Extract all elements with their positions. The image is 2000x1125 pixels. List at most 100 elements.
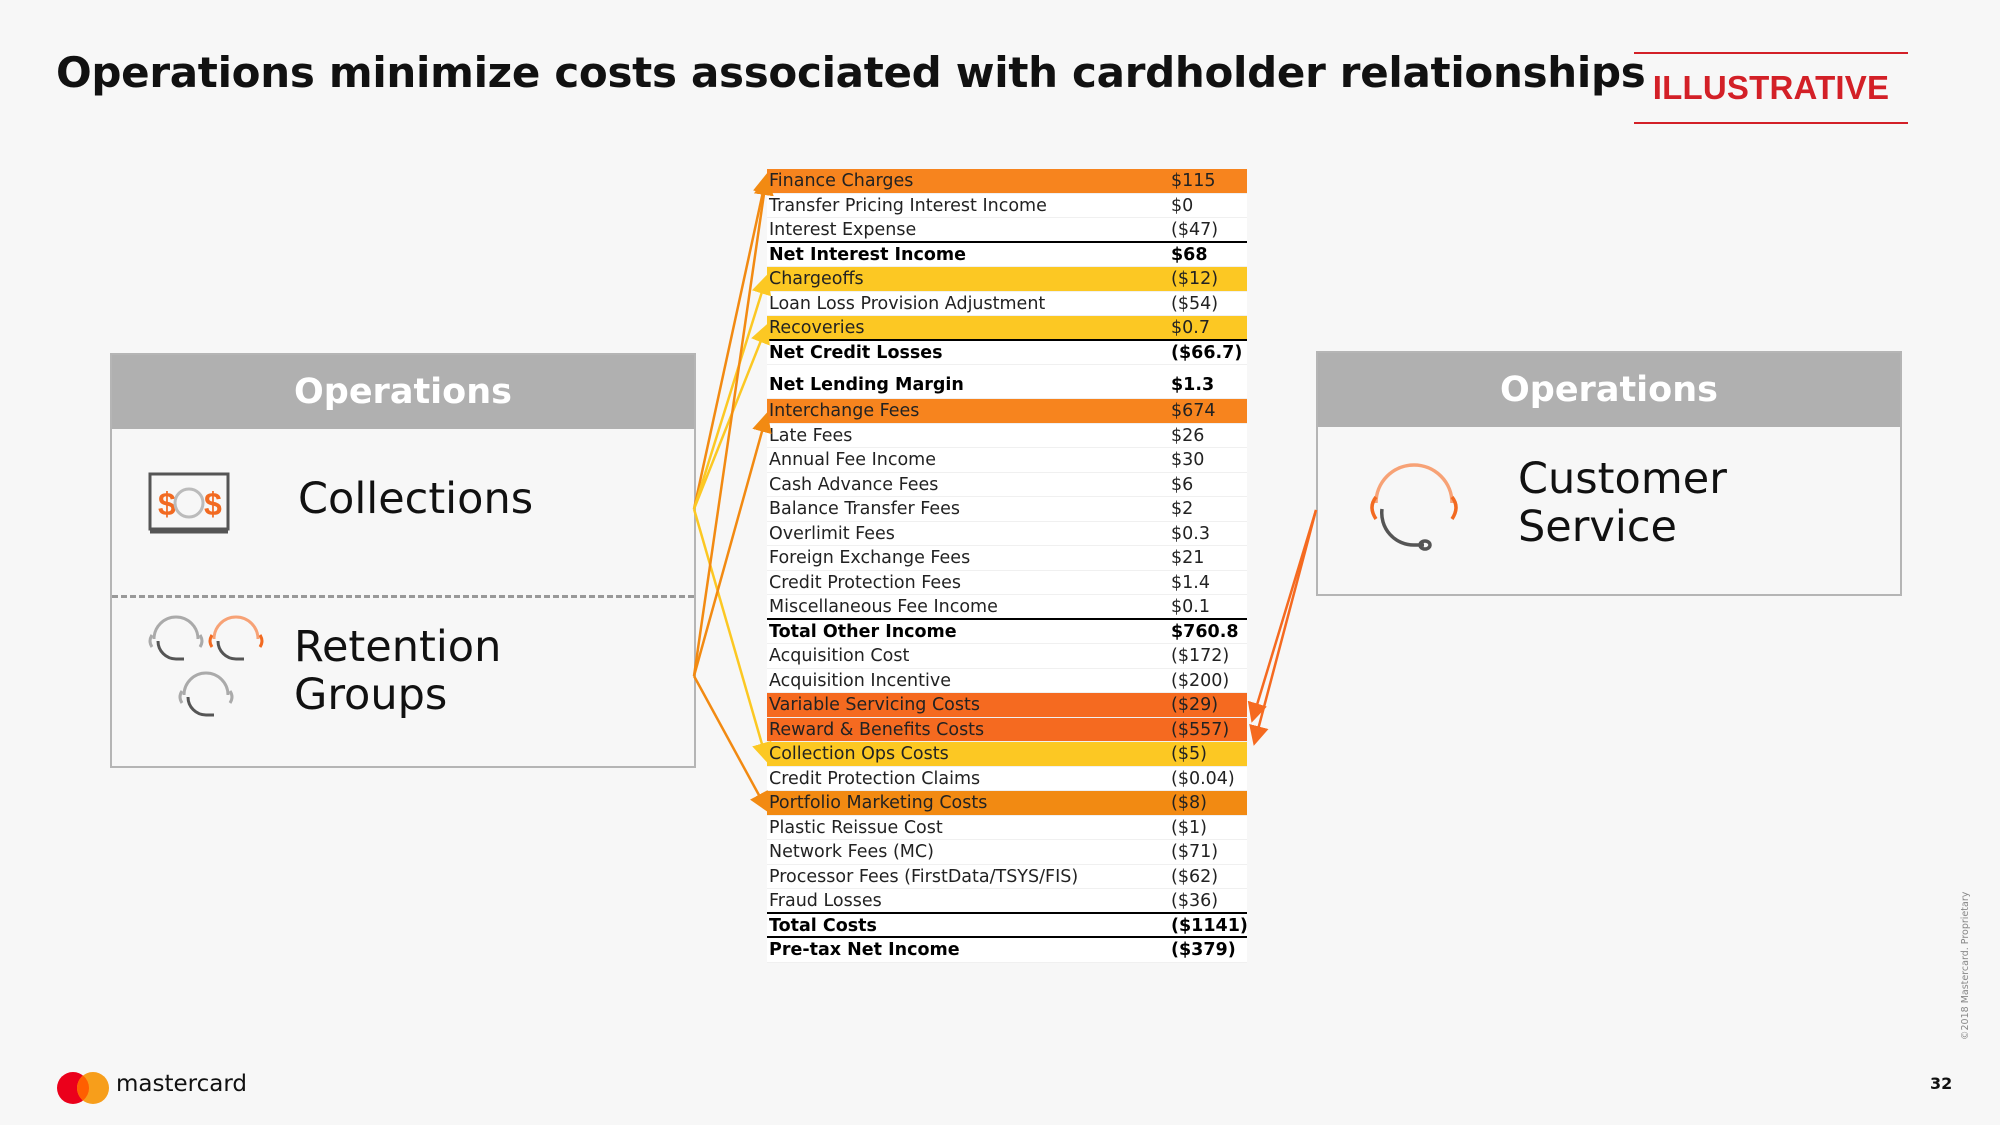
table-row: Credit Protection Fees $1.4 <box>767 571 1247 595</box>
mastercard-wordmark: mastercard <box>116 1071 247 1097</box>
arrow-collections-opscosts <box>692 508 772 763</box>
table-row: Net Credit Losses ($66.7) <box>767 341 1247 365</box>
row-label: Cash Advance Fees <box>769 474 939 495</box>
table-row: Credit Protection Claims ($0.04) <box>767 767 1247 791</box>
row-label: Fraud Losses <box>769 891 882 911</box>
row-value: $1.4 <box>1171 572 1210 593</box>
row-value: $68 <box>1171 244 1208 265</box>
row-label: Net Lending Margin <box>769 375 964 395</box>
arrow-service-reward <box>1249 509 1318 746</box>
row-label: Credit Protection Fees <box>769 572 962 593</box>
table-row: Recoveries $0.7 <box>767 316 1247 341</box>
table-row: Miscellaneous Fee Income $0.1 <box>767 595 1247 620</box>
arrow-retention-interchange <box>692 412 772 677</box>
table-row: Total Other Income $760.8 <box>767 620 1247 644</box>
table-row: Foreign Exchange Fees $21 <box>767 546 1247 571</box>
row-label: Recoveries <box>769 318 865 338</box>
table-row: Interest Expense ($47) <box>767 218 1247 243</box>
table-row: Overlimit Fees $0.3 <box>767 522 1247 546</box>
table-row: Portfolio Marketing Costs ($8) <box>767 791 1247 816</box>
svg-text:$: $ <box>158 486 176 522</box>
svg-text:$: $ <box>204 486 222 522</box>
row-value: ($12) <box>1171 269 1219 289</box>
table-row: Finance Charges $115 <box>767 169 1247 194</box>
mastercard-logo-icon <box>57 1072 109 1104</box>
row-value: ($47) <box>1171 220 1219 240</box>
table-row: Chargeoffs ($12) <box>767 267 1247 292</box>
row-value: $0 <box>1171 195 1194 216</box>
operations-panel-right: Operations Customer Service <box>1316 351 1902 596</box>
arrow-collections-recoveries <box>692 323 770 510</box>
table-row: Net Interest Income $68 <box>767 243 1247 267</box>
copyright-text: ©2018 Mastercard. Proprietary <box>1960 891 1971 1040</box>
row-value: $115 <box>1171 171 1216 191</box>
row-label: Foreign Exchange Fees <box>769 548 971 568</box>
row-label: Portfolio Marketing Costs <box>769 793 988 813</box>
row-label: Plastic Reissue Cost <box>769 817 943 838</box>
illustrative-badge: ILLUSTRATIVE <box>1634 52 1908 124</box>
retention-label-line2: Groups <box>294 670 448 720</box>
table-row: Late Fees $26 <box>767 424 1247 448</box>
row-value: $30 <box>1171 450 1205 470</box>
table-row: Interchange Fees $674 <box>767 399 1247 424</box>
row-label: Interchange Fees <box>769 401 920 421</box>
row-label: Total Other Income <box>769 621 957 642</box>
row-value: ($172) <box>1171 646 1230 666</box>
row-label: Balance Transfer Fees <box>769 499 961 519</box>
row-value: ($62) <box>1171 866 1219 887</box>
row-value: ($29) <box>1171 695 1219 715</box>
row-value: $21 <box>1171 548 1205 568</box>
page-number: 32 <box>1930 1074 1953 1093</box>
row-label: Net Interest Income <box>769 244 967 265</box>
row-value: ($1141) <box>1171 915 1248 936</box>
arrow-retention-marketing <box>692 675 769 813</box>
row-value: $2 <box>1171 499 1194 519</box>
row-value: ($557) <box>1171 719 1230 740</box>
table-row: Acquisition Incentive ($200) <box>767 669 1247 693</box>
row-value: ($5) <box>1171 744 1207 764</box>
panel-divider <box>112 595 694 598</box>
headset-icon <box>1370 463 1458 551</box>
customer-service-line2: Service <box>1518 502 1677 552</box>
row-value: ($200) <box>1171 670 1230 691</box>
table-row: Total Costs ($1141) <box>767 914 1248 938</box>
arrow-collections-chargeoffs <box>692 274 772 510</box>
row-value: $26 <box>1171 425 1205 446</box>
table-row: Variable Servicing Costs ($29) <box>767 693 1247 718</box>
row-value: ($0.04) <box>1171 768 1235 789</box>
row-label: Collection Ops Costs <box>769 744 949 764</box>
table-row: Fraud Losses ($36) <box>767 889 1247 914</box>
operations-heading-left: Operations <box>112 355 694 429</box>
operations-panel-left: Operations $ $ Collections <box>110 353 696 768</box>
arrow-service-variable <box>1247 509 1318 723</box>
row-label: Processor Fees (FirstData/TSYS/FIS) <box>769 866 1079 887</box>
row-label: Acquisition Cost <box>769 646 910 666</box>
row-value: $1.3 <box>1171 375 1215 395</box>
row-value: ($379) <box>1171 940 1236 960</box>
table-row: Acquisition Cost ($172) <box>767 644 1247 669</box>
row-value: ($54) <box>1171 293 1219 314</box>
table-row: Collection Ops Costs ($5) <box>767 742 1247 767</box>
row-label: Annual Fee Income <box>769 450 936 470</box>
row-label: Chargeoffs <box>769 269 864 289</box>
customer-service-line1: Customer <box>1518 454 1727 504</box>
row-value: $0.7 <box>1171 318 1210 338</box>
row-value: $674 <box>1171 401 1216 421</box>
row-label: Finance Charges <box>769 171 914 191</box>
table-row: Balance Transfer Fees $2 <box>767 497 1247 522</box>
row-label: Variable Servicing Costs <box>769 695 980 715</box>
page-title: Operations minimize costs associated wit… <box>56 48 1646 97</box>
row-value: ($71) <box>1171 842 1219 862</box>
row-label: Acquisition Incentive <box>769 670 951 691</box>
headset-group-icon <box>148 615 264 717</box>
table-row: Net Lending Margin $1.3 <box>767 365 1247 399</box>
row-label: Net Credit Losses <box>769 342 943 363</box>
money-icon: $ $ <box>148 472 230 534</box>
row-label: Pre-tax Net Income <box>769 940 960 960</box>
row-value: ($1) <box>1171 817 1207 838</box>
table-row: Annual Fee Income $30 <box>767 448 1247 473</box>
table-row: Transfer Pricing Interest Income $0 <box>767 194 1247 218</box>
pl-table: Finance Charges $115 Transfer Pricing Inte… <box>767 169 1248 963</box>
row-label: Miscellaneous Fee Income <box>769 597 998 617</box>
